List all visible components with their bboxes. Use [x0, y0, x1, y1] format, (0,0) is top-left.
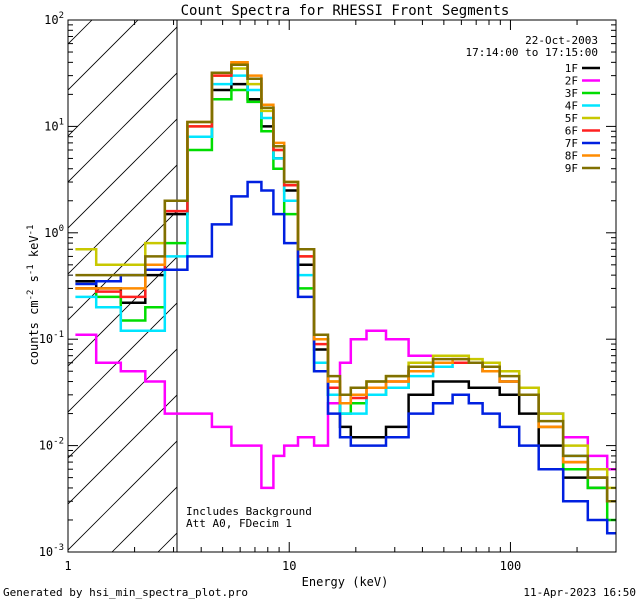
hatch-line [68, 20, 139, 91]
hatch-line [68, 440, 177, 551]
y-tick-exponent: -1 [53, 330, 64, 340]
series-line-7f [75, 180, 616, 535]
x-tick-label: 1 [64, 559, 71, 573]
hatch-line [68, 118, 177, 229]
y-tick-exponent: -2 [53, 437, 64, 447]
legend-label-2f: 2F [565, 75, 578, 88]
y-tick-base: 10 [39, 332, 53, 346]
legend-label-9f: 9F [565, 162, 578, 175]
y-tick-exponent: 0 [59, 224, 64, 234]
y-tick-base: 10 [39, 439, 53, 453]
observation-date: 22-Oct-2003 [525, 34, 598, 47]
legend-label-5f: 5F [565, 112, 578, 125]
y-tick-exponent: 2 [59, 11, 64, 21]
observation-time-range: 17:14:00 to 17:15:00 [466, 46, 598, 59]
hatch-line [618, 20, 640, 552]
series-line-1f [75, 82, 616, 503]
hatch-line [68, 210, 177, 321]
annotation-background: Includes Background [186, 505, 312, 518]
y-tick-exponent: 1 [59, 117, 64, 127]
y-tick-label: 10-3 [39, 543, 64, 559]
hatch-line [388, 20, 640, 552]
y-tick-base: 10 [39, 545, 53, 559]
x-axis-label: Energy (keV) [302, 575, 389, 589]
series-line-9f [75, 63, 616, 503]
footer-generated-by: Generated by hsi_min_spectra_plot.pro [3, 586, 248, 599]
y-axis-label: counts cm-2 s-1 keV-1 [26, 225, 41, 366]
y-tick-label: 102 [44, 11, 64, 27]
hatch-line [68, 20, 93, 45]
plot-frame [67, 19, 617, 553]
hatch-line [342, 20, 640, 552]
legend-label-8f: 8F [565, 150, 578, 163]
y-tick-base: 10 [44, 13, 58, 27]
hatch-line [68, 26, 177, 137]
chart-title: Count Spectra for RHESSI Front Segments [181, 3, 510, 19]
hatch-line [250, 20, 640, 552]
legend-label-7f: 7F [565, 137, 578, 150]
y-tick-label: 101 [44, 117, 64, 133]
x-tick-label: 100 [500, 559, 522, 573]
y-tick-label: 100 [44, 224, 64, 240]
spectra-series [75, 61, 616, 535]
y-tick-exponent: -3 [53, 543, 64, 553]
annotation-attenuator: Att A0, FDecim 1 [186, 517, 292, 530]
footer-timestamp: 11-Apr-2023 16:50 [523, 586, 636, 599]
y-tick-base: 10 [44, 226, 58, 240]
legend-label-3f: 3F [565, 87, 578, 100]
hatch-line [434, 20, 640, 552]
hatch-line [526, 20, 640, 552]
hatch-line [111, 486, 177, 552]
legend-label-1f: 1F [565, 62, 578, 75]
hatch-line [68, 256, 177, 367]
x-axis-ticks: 1 10 100 [64, 20, 617, 573]
hatch-line [68, 394, 177, 505]
y-tick-label: 10-2 [39, 437, 64, 453]
legend-label-4f: 4F [565, 100, 578, 113]
attenuator-hatched-region [68, 20, 640, 552]
y-tick-base: 10 [44, 119, 58, 133]
x-tick-label: 10 [282, 559, 296, 573]
hatch-line [68, 72, 177, 183]
legend-label-6f: 6F [565, 125, 578, 138]
y-tick-label: 10-1 [39, 330, 64, 346]
